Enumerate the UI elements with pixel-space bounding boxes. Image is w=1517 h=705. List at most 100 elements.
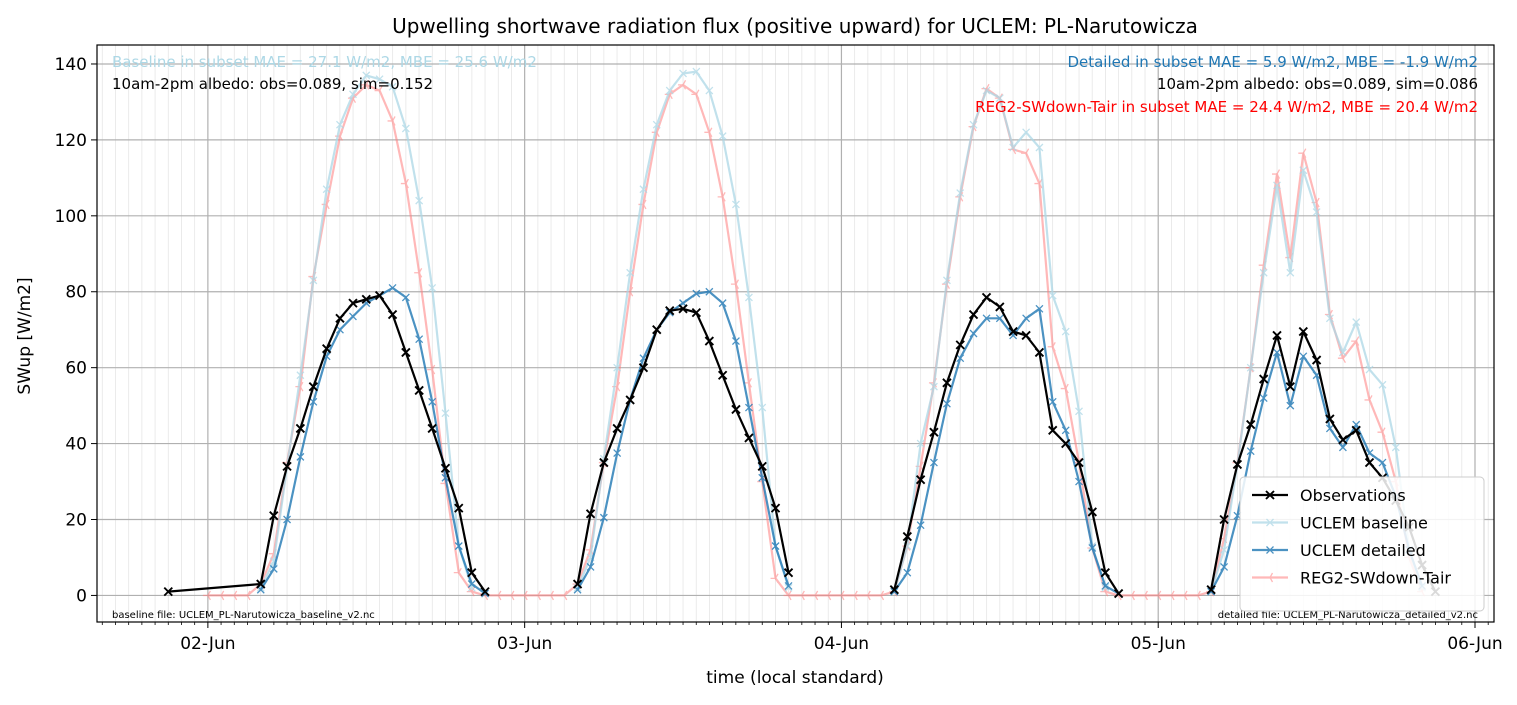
data-point-marker (1338, 348, 1347, 357)
axes-layer: 02-Jun 03-Jun 04-Jun 05-Jun 06-Jun 0 20 40 60 80 1… (55, 55, 1503, 654)
data-point-marker (705, 287, 714, 296)
legend: Observations UCLEM baseline UCLEM detailed… (1239, 476, 1485, 612)
data-point-marker (730, 279, 740, 289)
data-point-marker (400, 178, 409, 189)
data-point-marker (545, 590, 555, 601)
data-point-marker (796, 590, 805, 601)
data-point-marker (942, 378, 952, 388)
data-point-marker (1246, 363, 1255, 372)
baseline-stats-annotation: Baseline in subset MAE = 27.1 W/m2, MBE … (112, 53, 537, 71)
data-point-marker (771, 542, 780, 551)
data-point-marker (1009, 143, 1018, 152)
data-point-marker (823, 590, 832, 601)
data-point-marker (1312, 208, 1321, 216)
data-point-marker (638, 362, 649, 373)
data-point-marker (1192, 590, 1201, 601)
data-point-marker (1087, 507, 1097, 517)
data-point-marker (718, 299, 727, 308)
data-point-marker (903, 568, 912, 577)
data-point-marker (1273, 348, 1281, 357)
series-observations (163, 290, 1441, 599)
data-point-marker (572, 579, 583, 589)
data-point-marker (679, 69, 688, 78)
data-point-marker (692, 67, 701, 76)
data-point-marker (532, 590, 542, 601)
data-point-marker (956, 189, 965, 198)
series-layer (163, 67, 1441, 601)
baseline-file-annotation: baseline file: UCLEM_PL-Narutowicza_base… (112, 610, 375, 621)
data-point-marker (982, 314, 991, 323)
data-point-marker (889, 585, 900, 595)
data-point-marker (783, 590, 792, 601)
data-point-marker (744, 403, 753, 412)
data-point-marker (506, 590, 515, 601)
data-point-marker (1021, 330, 1031, 341)
data-point-marker (1352, 318, 1361, 327)
data-point-marker (770, 503, 781, 513)
data-point-marker (613, 449, 622, 458)
data-point-marker (1139, 590, 1148, 601)
data-point-marker (613, 363, 622, 372)
data-point-marker (639, 185, 648, 194)
series-line (893, 296, 1120, 595)
data-point-marker (717, 370, 728, 380)
data-point-marker (454, 542, 463, 551)
data-point-marker (375, 75, 384, 84)
data-point-marker (480, 586, 490, 597)
data-point-marker (1286, 401, 1295, 410)
x-axis-label: time (local standard) (706, 668, 884, 688)
data-point-marker (982, 86, 991, 95)
data-point-marker (1246, 419, 1256, 430)
data-point-marker (428, 283, 437, 292)
data-point-marker (1166, 590, 1175, 601)
legend-swatch (1252, 490, 1288, 500)
data-point-marker (731, 200, 740, 209)
data-point-marker (1265, 572, 1274, 583)
data-point-marker (1299, 166, 1308, 175)
data-point-marker (1285, 381, 1295, 392)
x-tick-label: 02-Jun (180, 634, 235, 654)
data-point-marker (1008, 326, 1018, 337)
data-point-marker (1259, 394, 1268, 402)
plot-frame (96, 44, 1495, 623)
data-point-marker (309, 397, 318, 406)
data-point-marker (427, 423, 437, 434)
y-tick-label: 0 (76, 586, 87, 606)
data-point-marker (758, 403, 767, 412)
data-point-marker (902, 531, 912, 542)
data-point-marker (1364, 395, 1373, 405)
data-point-marker (427, 364, 436, 375)
data-point-marker (757, 461, 767, 472)
series-line (893, 307, 1120, 595)
legend-swatch (1252, 572, 1288, 583)
data-point-marker (1265, 490, 1275, 500)
legend-label: UCLEM baseline (1300, 514, 1428, 533)
data-point-marker (942, 276, 951, 285)
y-tick-label: 100 (55, 207, 87, 227)
data-point-marker (890, 587, 899, 596)
data-point-marker (414, 385, 424, 396)
data-point-marker (1126, 590, 1135, 601)
data-point-marker (968, 309, 979, 320)
data-point-marker (836, 590, 845, 601)
data-point-marker (1075, 407, 1083, 416)
data-point-marker (691, 89, 700, 100)
data-point-marker (704, 336, 715, 346)
data-point-marker (862, 590, 871, 601)
data-point-marker (348, 312, 357, 321)
data-point-marker (1219, 514, 1229, 525)
data-point-marker (810, 590, 819, 601)
data-point-marker (336, 325, 344, 334)
data-point-marker (1272, 330, 1282, 341)
data-point-marker (942, 399, 951, 408)
data-point-marker (916, 521, 925, 530)
data-point-marker (401, 347, 411, 358)
data-point-marker (348, 298, 358, 308)
data-point-marker (415, 196, 424, 205)
data-point-marker (1273, 181, 1281, 190)
data-point-marker (1298, 326, 1308, 337)
data-point-marker (296, 452, 305, 461)
detailed-albedo-annotation: 10am-2pm albedo: obs=0.089, sim=0.086 (1157, 75, 1478, 93)
data-point-marker (1266, 518, 1274, 527)
data-point-marker (1179, 590, 1188, 601)
